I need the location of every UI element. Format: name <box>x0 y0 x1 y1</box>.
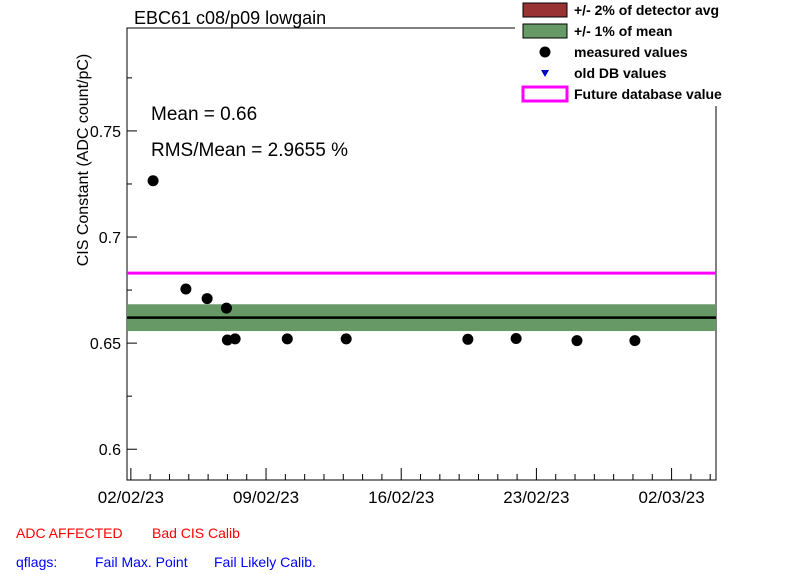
legend-label: +/- 1% of mean <box>574 23 672 39</box>
data-point <box>147 175 159 187</box>
rms-annotation: RMS/Mean = 2.9655 % <box>151 140 348 161</box>
legend-swatch <box>522 2 568 18</box>
data-point <box>340 333 352 345</box>
data-point <box>281 333 293 345</box>
data-point <box>180 283 192 295</box>
x-tick-label: 02/02/23 <box>98 488 164 507</box>
x-tick-label: 16/02/23 <box>368 488 434 507</box>
legend-line-swatch <box>521 85 569 103</box>
x-tick-label: 02/03/23 <box>638 488 704 507</box>
data-point <box>220 302 232 314</box>
x-tick-label: 09/02/23 <box>233 488 299 507</box>
y-tick-label: 0.75 <box>90 124 121 141</box>
legend-label: +/- 2% of detector avg <box>574 2 719 18</box>
mean-annotation: Mean = 0.66 <box>151 104 258 125</box>
y-tick-label: 0.65 <box>90 336 121 353</box>
data-point <box>462 333 474 345</box>
data-point <box>510 332 522 344</box>
qflags-label: qflags: <box>16 554 58 570</box>
y-tick-label: 0.6 <box>99 442 121 459</box>
legend-triangle <box>541 70 549 77</box>
y-tick-label: 0.7 <box>99 230 121 247</box>
adc-affected-flag: ADC AFFECTED <box>16 525 123 541</box>
legend-swatch <box>522 23 568 39</box>
data-point <box>201 293 213 305</box>
data-point <box>571 335 583 347</box>
x-tick-label: 23/02/23 <box>503 488 569 507</box>
legend-label: measured values <box>574 44 688 60</box>
bad-cis-flag: Bad CIS Calib <box>152 525 240 541</box>
fail-likely-flag: Fail Likely Calib. <box>214 554 316 570</box>
legend-label: old DB values <box>574 65 667 81</box>
chart-title: EBC61 c08/p09 lowgain <box>134 8 327 28</box>
data-point <box>629 335 641 347</box>
y-axis-label: CIS Constant (ADC count/pC) <box>75 53 92 267</box>
legend-marker <box>539 46 551 58</box>
fail-max-flag: Fail Max. Point <box>95 554 188 570</box>
legend-label: Future database value <box>574 86 722 102</box>
data-point <box>229 333 241 345</box>
